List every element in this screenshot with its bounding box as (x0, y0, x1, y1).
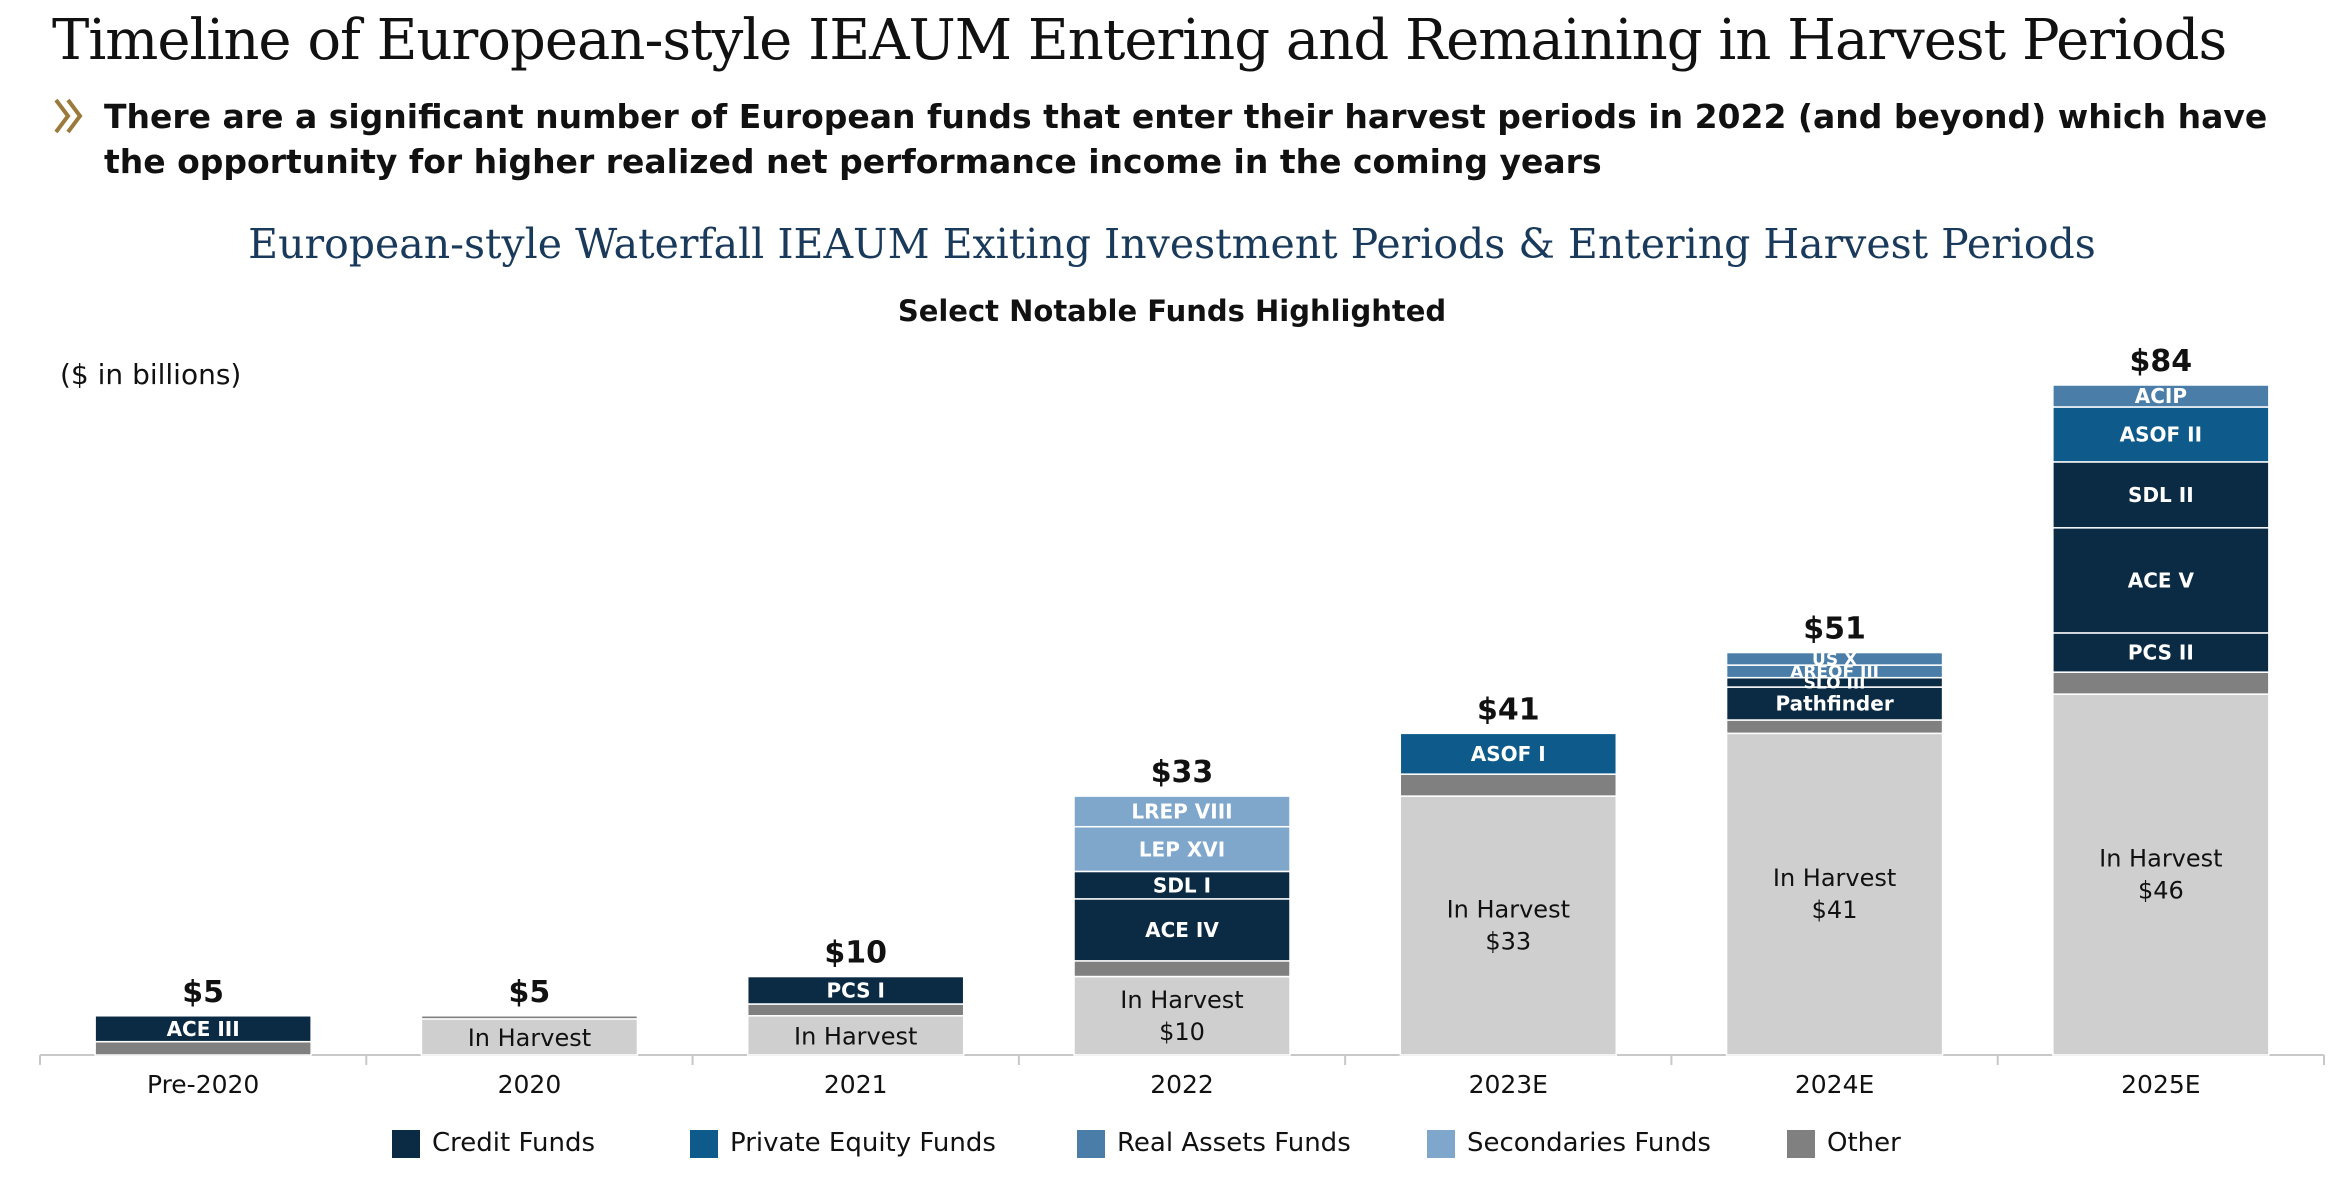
double-chevron-right-icon (54, 98, 83, 134)
bar-segment (2052, 632, 2270, 673)
segment-label: PCS I (826, 978, 885, 1002)
chart-title: European-style Waterfall IEAUM Exiting I… (248, 220, 2096, 268)
units-note: ($ in billions) (60, 358, 242, 391)
x-axis-tick-label: 2022 (1150, 1070, 1214, 1099)
harvest-label: In Harvest (1447, 896, 1570, 924)
legend-swatch (392, 1130, 420, 1158)
key-message-text: There are a significant number of Europe… (104, 97, 2268, 181)
bar-total-label: $5 (509, 975, 551, 1010)
bar-segment (1725, 686, 1944, 721)
bar-total-label: $10 (824, 936, 887, 971)
harvest-label: In Harvest (1773, 864, 1896, 892)
legend-label: Credit Funds (432, 1128, 595, 1158)
segment-label: Pathfinder (1775, 692, 1893, 716)
harvest-value-label: $41 (1812, 896, 1858, 924)
harvest-value-label: $10 (1159, 1018, 1205, 1046)
segment-label: AREOF III (1790, 662, 1879, 682)
bar-segment (2052, 693, 2270, 1056)
harvest-value-label: $33 (1485, 928, 1531, 956)
segment-label: ASOF I (1471, 742, 1546, 766)
segment-label: LEP XVI (1139, 837, 1225, 861)
segment-label: US X (1812, 650, 1857, 670)
bar-segment (2052, 384, 2270, 408)
legend-label: Private Equity Funds (730, 1128, 996, 1158)
legend-swatch (1077, 1130, 1105, 1158)
x-axis-tick-label: Pre-2020 (147, 1070, 259, 1099)
bar-segment (1073, 960, 1291, 978)
legend-swatch (1787, 1130, 1815, 1158)
page-title: Timeline of European-style IEAUM Enterin… (52, 8, 2227, 73)
bar-total-label: $84 (2130, 344, 2193, 379)
segment-label: SDL I (1153, 873, 1211, 897)
segment-label: ACE V (2128, 569, 2195, 593)
bar-segment (1725, 732, 1944, 1056)
chart-legend: Credit Funds Private Equity Funds Real Ass… (0, 1124, 2344, 1164)
bar-segment (420, 1018, 639, 1056)
bar-segment (1073, 795, 1291, 828)
bar-segment (2052, 671, 2270, 695)
bar-segment (1073, 870, 1291, 900)
bar-segment (1073, 975, 1291, 1056)
legend-label: Real Assets Funds (1117, 1128, 1351, 1158)
x-axis-tick-label: 2025E (2121, 1070, 2200, 1099)
legend-swatch (1427, 1130, 1455, 1158)
bar-total-label: $41 (1477, 692, 1540, 727)
bar-segment (746, 975, 965, 1005)
segment-label: LREP VIII (1131, 800, 1232, 824)
bar-segment (94, 1015, 312, 1043)
harvest-label: In Harvest (468, 1024, 591, 1052)
legend-swatch (690, 1130, 718, 1158)
legend-label: Other (1827, 1128, 1901, 1158)
bar-segment (1399, 773, 1618, 797)
chart-subtitle: Select Notable Funds Highlighted (897, 294, 1447, 328)
bar-segment (746, 1015, 965, 1056)
harvest-label: In Harvest (794, 1022, 917, 1050)
bar-segment (1399, 732, 1618, 775)
bar-total-label: $5 (182, 975, 224, 1010)
bar-segment (1073, 898, 1291, 962)
bar-segment (1399, 795, 1618, 1056)
segment-label: ASOF II (2120, 423, 2202, 447)
segment-label: ACE III (167, 1017, 240, 1041)
bar-total-label: $51 (1803, 612, 1866, 647)
bar-segment (2052, 527, 2270, 634)
bar-total-label: $33 (1151, 755, 1214, 790)
legend-label: Secondaries Funds (1467, 1128, 1711, 1158)
segment-label: ACIP (2135, 384, 2187, 408)
bar-segment (420, 1015, 639, 1020)
segment-label: ACE IV (1145, 918, 1219, 942)
bar-segment (1725, 651, 1944, 666)
bar-segment (1725, 719, 1944, 735)
x-axis-tick-label: 2021 (824, 1070, 888, 1099)
harvest-value-label: $46 (2138, 877, 2184, 905)
harvest-label: In Harvest (1120, 986, 1243, 1014)
x-axis-tick-label: 2020 (498, 1070, 562, 1099)
bar-segment (94, 1040, 312, 1056)
x-axis-tick-label: 2023E (1469, 1070, 1548, 1099)
bar-segment (2052, 461, 2270, 529)
harvest-label: In Harvest (2099, 845, 2222, 873)
segment-label: SDL II (2128, 483, 2194, 507)
segment-label: PCS II (2128, 641, 2194, 665)
bar-segment (746, 1003, 965, 1017)
x-axis-tick-label: 2024E (1795, 1070, 1874, 1099)
segment-label: SLO III (1804, 673, 1866, 693)
